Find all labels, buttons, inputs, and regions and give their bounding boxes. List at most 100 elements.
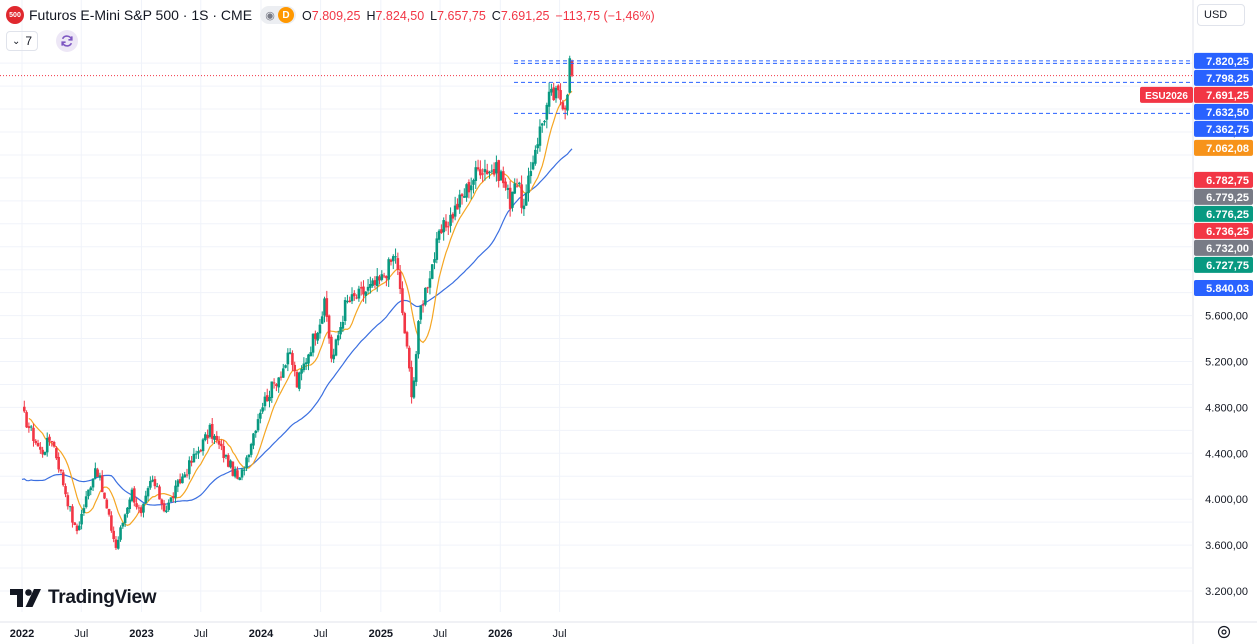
candle <box>380 270 384 282</box>
candle <box>568 55 572 94</box>
candle <box>167 499 170 512</box>
candle-body <box>547 91 551 107</box>
indicators-collapse-button[interactable]: ⌄ 7 <box>6 31 39 51</box>
currency-selector[interactable]: USD <box>1197 4 1245 26</box>
ohlc-item: C7.691,25 <box>492 9 550 23</box>
candle <box>529 161 533 184</box>
candle-body <box>311 333 315 353</box>
candle-body <box>220 443 223 447</box>
candle-body <box>144 495 148 503</box>
price-label: 7.062,08 <box>1194 139 1253 156</box>
candle <box>119 525 122 542</box>
candle <box>311 333 315 357</box>
candle-body <box>536 144 539 149</box>
candle-body <box>469 185 473 191</box>
candle-body <box>304 362 308 365</box>
candle <box>394 248 397 264</box>
candle <box>513 178 517 195</box>
candle-body <box>229 460 232 468</box>
candle <box>405 330 409 349</box>
candle <box>355 294 358 300</box>
candle <box>77 521 81 531</box>
candle-body <box>110 515 113 531</box>
candle-body <box>524 192 528 206</box>
candle-body <box>149 481 152 488</box>
price-label-bg <box>1194 239 1253 256</box>
candle <box>410 360 413 404</box>
candle <box>554 85 558 103</box>
candle-body <box>433 259 436 263</box>
candle <box>298 371 301 392</box>
timeframe-badge[interactable]: D <box>278 7 295 23</box>
candle <box>435 232 439 264</box>
candle-body <box>249 444 253 455</box>
price-label-bg <box>1194 103 1253 120</box>
candle-body <box>446 226 450 228</box>
candle-body <box>36 442 40 447</box>
candle-body <box>346 301 349 303</box>
price-label: 5.840,03 <box>1194 280 1253 297</box>
candle-body <box>197 451 200 454</box>
candle <box>132 486 136 507</box>
candle-body <box>66 495 70 507</box>
ohlc-key: O <box>302 9 312 23</box>
tradingview-logo[interactable]: TradingView <box>10 587 157 609</box>
candle-body <box>162 503 166 512</box>
candle <box>130 487 134 503</box>
candle <box>29 425 33 431</box>
gear-icon[interactable] <box>1216 624 1232 640</box>
candle-body <box>396 258 400 270</box>
sync-button[interactable] <box>56 30 79 52</box>
candle <box>107 508 111 517</box>
price-label-bg <box>1194 52 1253 69</box>
candle-body <box>350 294 354 302</box>
candle <box>165 505 168 514</box>
candle <box>176 479 180 493</box>
time-tick-label: Jul <box>433 628 447 640</box>
candle-body <box>426 287 429 289</box>
candle <box>373 276 377 289</box>
candle-body <box>545 104 549 120</box>
candle-body <box>281 368 285 378</box>
symbol-logo[interactable]: 500 <box>6 6 24 24</box>
candle <box>249 442 253 458</box>
candle-body <box>405 332 409 347</box>
candle-body <box>247 454 251 458</box>
candle <box>522 198 526 216</box>
candle-body <box>185 474 189 476</box>
candle-body <box>155 486 159 488</box>
candle-body <box>417 321 420 355</box>
candle <box>314 330 317 346</box>
candle <box>263 392 267 411</box>
candle-body <box>190 460 193 463</box>
eye-icon[interactable]: ◉ <box>265 9 275 22</box>
candle <box>506 184 510 199</box>
candle <box>114 536 118 550</box>
candle-body <box>332 354 335 360</box>
candle <box>261 402 264 414</box>
candle <box>563 105 567 120</box>
symbol-title[interactable]: Futuros E-Mini S&P 500 · 1S · CME <box>29 7 253 23</box>
candle-body <box>538 126 542 146</box>
price-label-bg <box>1194 86 1253 103</box>
ma-short-line <box>28 90 573 526</box>
candle <box>75 523 79 535</box>
candle <box>348 296 352 303</box>
candle <box>391 254 395 270</box>
candle <box>204 432 207 442</box>
candle-body <box>318 324 322 334</box>
candle-body <box>463 196 466 198</box>
candle-body <box>522 205 526 210</box>
time-tick-label: 2023 <box>129 628 153 640</box>
candle-body <box>226 455 230 467</box>
candle-body <box>68 506 72 508</box>
ohlc-value: 7.809,25 <box>311 9 361 23</box>
candle <box>378 274 381 285</box>
visibility-toggle[interactable]: ◉ D <box>260 6 297 24</box>
price-axis: 7.200,005.600,005.200,004.800,004.400,00… <box>1192 0 1248 644</box>
candle-body <box>48 436 51 441</box>
price-label: 6.782,75 <box>1194 171 1253 188</box>
price-label: 7.362,75 <box>1194 120 1253 137</box>
candle <box>270 381 274 403</box>
